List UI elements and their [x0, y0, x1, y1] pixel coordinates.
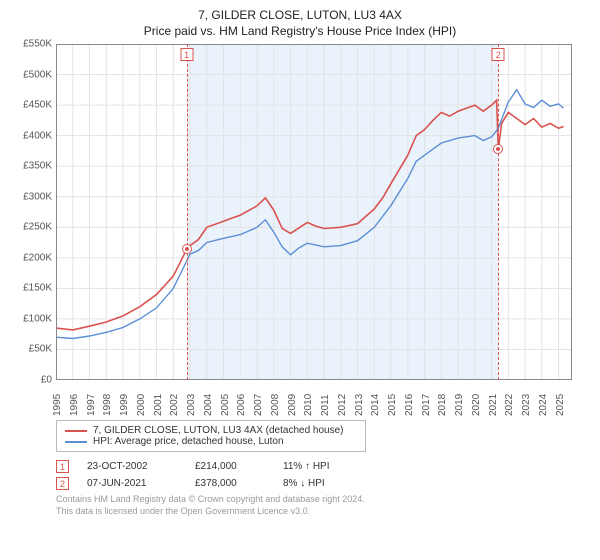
y-axis-label: £550K	[18, 39, 52, 50]
x-axis-label: 2018	[437, 394, 448, 416]
footer-line-1: Contains HM Land Registry data © Crown c…	[56, 494, 590, 506]
data-point-date: 23-OCT-2002	[87, 461, 177, 472]
x-axis-label: 2000	[136, 394, 147, 416]
y-axis-label: £150K	[18, 283, 52, 294]
x-axis-label: 2006	[236, 394, 247, 416]
data-point-row-tag: 1	[56, 460, 69, 473]
data-point-row: 1 23-OCT-2002 £214,000 11% ↑ HPI	[56, 460, 590, 473]
x-axis-label: 2021	[488, 394, 499, 416]
x-axis-label: 1997	[86, 394, 97, 416]
x-axis-label: 2008	[270, 394, 281, 416]
data-point-delta: 8% ↓ HPI	[283, 478, 325, 489]
chart-area: £0 £50K £100K £150K £200K £250K £300K £350K £400…	[18, 44, 578, 414]
y-axis-label: £300K	[18, 191, 52, 202]
legend-item: 7, GILDER CLOSE, LUTON, LU3 4AX (detache…	[65, 425, 357, 436]
x-axis-label: 1995	[52, 394, 63, 416]
legend-swatch	[65, 430, 87, 432]
x-axis-label: 1998	[102, 394, 113, 416]
x-axis-label: 2025	[555, 394, 566, 416]
x-axis-label: 2024	[538, 394, 549, 416]
legend-item: HPI: Average price, detached house, Luto…	[65, 436, 357, 447]
x-axis-label: 2022	[504, 394, 515, 416]
x-axis-label: 2009	[287, 394, 298, 416]
x-axis-label: 2017	[421, 394, 432, 416]
data-point-guideline	[498, 44, 499, 380]
footer-attribution: Contains HM Land Registry data © Crown c…	[56, 494, 590, 517]
x-axis-label: 2001	[153, 394, 164, 416]
legend-swatch	[65, 441, 87, 443]
x-axis-label: 1999	[119, 394, 130, 416]
y-axis-label: £350K	[18, 161, 52, 172]
data-point-row-tag: 2	[56, 477, 69, 490]
data-point-marker	[183, 245, 191, 253]
x-axis-label: 2023	[521, 394, 532, 416]
y-axis-label: £500K	[18, 69, 52, 80]
data-point-guideline	[187, 44, 188, 380]
data-point-delta: 11% ↑ HPI	[283, 461, 330, 472]
chart-subtitle: Price paid vs. HM Land Registry's House …	[10, 24, 590, 38]
x-axis-label: 2013	[354, 394, 365, 416]
data-point-date: 07-JUN-2021	[87, 478, 177, 489]
data-point-price: £214,000	[195, 461, 265, 472]
y-axis-label: £200K	[18, 252, 52, 263]
x-axis-label: 2016	[404, 394, 415, 416]
y-axis-label: £100K	[18, 313, 52, 324]
x-axis-label: 2004	[203, 394, 214, 416]
x-axis-label: 2012	[337, 394, 348, 416]
y-axis-label: £400K	[18, 130, 52, 141]
plot-region: 12	[56, 44, 572, 380]
x-axis-label: 2002	[169, 394, 180, 416]
legend-label: 7, GILDER CLOSE, LUTON, LU3 4AX (detache…	[93, 425, 344, 436]
footer-line-2: This data is licensed under the Open Gov…	[56, 506, 590, 518]
data-point-tag: 2	[492, 48, 505, 61]
y-axis-label: £0	[18, 375, 52, 386]
x-axis-label: 2003	[186, 394, 197, 416]
x-axis-label: 2015	[387, 394, 398, 416]
data-point-tag: 1	[180, 48, 193, 61]
x-axis-label: 2005	[220, 394, 231, 416]
legend-label: HPI: Average price, detached house, Luto…	[93, 436, 284, 447]
data-points-table: 1 23-OCT-2002 £214,000 11% ↑ HPI 2 07-JUN-202…	[56, 460, 590, 490]
y-axis-label: £250K	[18, 222, 52, 233]
chart-title: 7, GILDER CLOSE, LUTON, LU3 4AX	[10, 8, 590, 22]
x-axis-label: 1996	[69, 394, 80, 416]
x-axis-label: 2020	[471, 394, 482, 416]
data-point-price: £378,000	[195, 478, 265, 489]
data-point-row: 2 07-JUN-2021 £378,000 8% ↓ HPI	[56, 477, 590, 490]
data-point-marker	[494, 145, 502, 153]
x-axis-label: 2014	[370, 394, 381, 416]
y-axis-label: £450K	[18, 100, 52, 111]
y-axis-label: £50K	[18, 344, 52, 355]
x-axis-label: 2007	[253, 394, 264, 416]
x-axis-label: 2010	[303, 394, 314, 416]
x-axis-label: 2019	[454, 394, 465, 416]
legend: 7, GILDER CLOSE, LUTON, LU3 4AX (detache…	[56, 420, 366, 452]
x-axis-label: 2011	[320, 394, 331, 416]
